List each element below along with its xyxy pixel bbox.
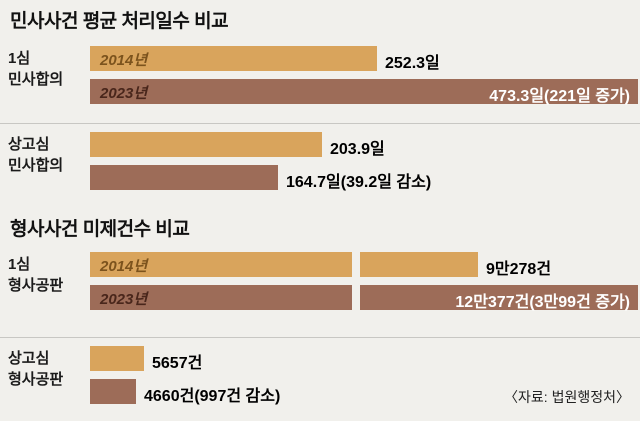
value-criminal-first-2023: 12만377건(3만99건 증가) — [455, 294, 630, 311]
bar-criminal-first-2023-seg2: 12만377건(3만99건 증가) — [360, 285, 638, 311]
value-civil-appeal-2023: 164.7일(39.2일 감소) — [286, 174, 432, 191]
label-line: 1심 — [8, 256, 31, 273]
year-label-2014: 2014년 — [100, 258, 148, 275]
year-label-2014: 2014년 — [100, 52, 148, 69]
bar-civil-first-2014: 2014년 — [90, 46, 377, 71]
bar-civil-appeal-2014 — [90, 132, 322, 157]
label-civil-first-trial: 1심 민사합의 — [8, 48, 63, 90]
source-note: 〈자료: 법원행정처〉 — [504, 389, 630, 405]
label-line: 상고심 — [8, 136, 50, 153]
label-criminal-appeal: 상고심 형사공판 — [8, 348, 63, 390]
divider — [0, 337, 640, 338]
value-civil-first-2023: 473.3일(221일 증가) — [489, 88, 630, 105]
year-label-2023: 2023년 — [100, 85, 148, 102]
label-line: 형사공판 — [8, 277, 64, 294]
value-civil-appeal-2014: 203.9일 — [330, 141, 385, 158]
value-civil-first-2014: 252.3일 — [385, 55, 440, 72]
bar-civil-first-2023: 2023년 473.3일(221일 증가) — [90, 79, 638, 105]
bar-criminal-appeal-2023 — [90, 379, 136, 404]
year-label-2023: 2023년 — [100, 291, 148, 308]
label-line: 형사공판 — [8, 371, 64, 388]
bar-civil-appeal-2023 — [90, 165, 278, 190]
criminal-section-title: 형사사건 미제건수 비교 — [10, 219, 190, 240]
label-line: 민사합의 — [8, 71, 64, 88]
label-criminal-first-trial: 1심 형사공판 — [8, 254, 63, 296]
value-criminal-first-2014: 9만278건 — [486, 261, 552, 278]
bar-criminal-first-2023-seg1: 2023년 — [90, 285, 352, 310]
bar-criminal-appeal-2014 — [90, 346, 144, 371]
civil-section-title: 민사사건 평균 처리일수 비교 — [10, 11, 229, 32]
label-line: 민사합의 — [8, 157, 64, 174]
bar-criminal-first-2014-seg1: 2014년 — [90, 252, 352, 277]
bar-criminal-first-2014-seg2 — [360, 252, 478, 277]
divider — [0, 123, 640, 124]
label-line: 상고심 — [8, 350, 50, 367]
label-line: 1심 — [8, 50, 31, 67]
value-criminal-appeal-2023: 4660건(997건 감소) — [144, 388, 281, 405]
label-civil-appeal: 상고심 민사합의 — [8, 134, 63, 176]
value-criminal-appeal-2014: 5657건 — [152, 355, 203, 372]
